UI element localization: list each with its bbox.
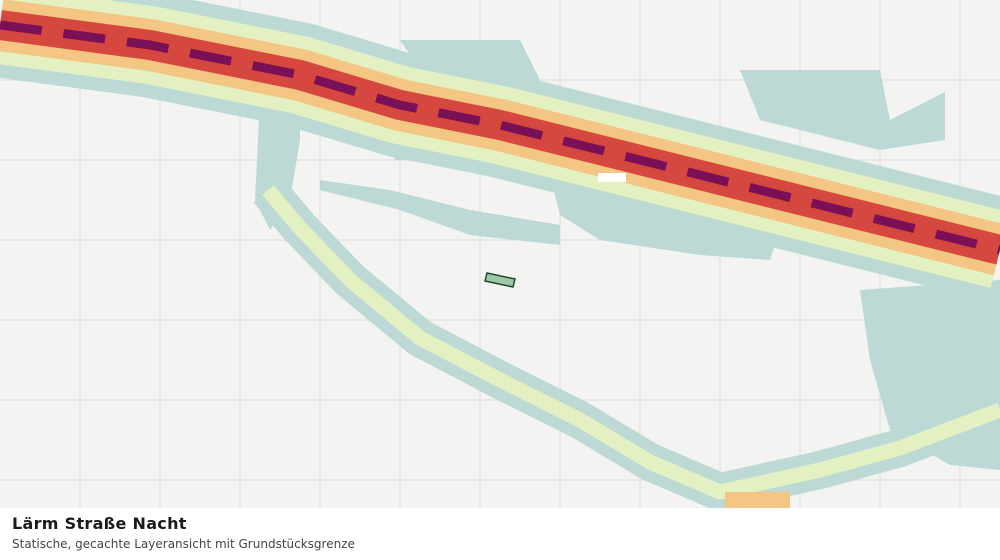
noise-area — [320, 180, 560, 245]
noise-area — [740, 70, 945, 150]
loop-road-noise — [253, 177, 1000, 511]
title: Lärm Straße Nacht — [12, 514, 187, 533]
gap — [598, 173, 626, 182]
parcel-boundary — [484, 272, 516, 288]
noise-band-mid — [262, 185, 1000, 500]
caption: Lärm Straße Nacht Statische, gecachte La… — [0, 508, 1000, 560]
subtitle: Statische, gecachte Layeransicht mit Gru… — [12, 537, 355, 551]
noise-band-high — [725, 492, 790, 508]
noise-band-extreme — [0, 20, 1000, 255]
main-road-noise — [0, 0, 1000, 301]
